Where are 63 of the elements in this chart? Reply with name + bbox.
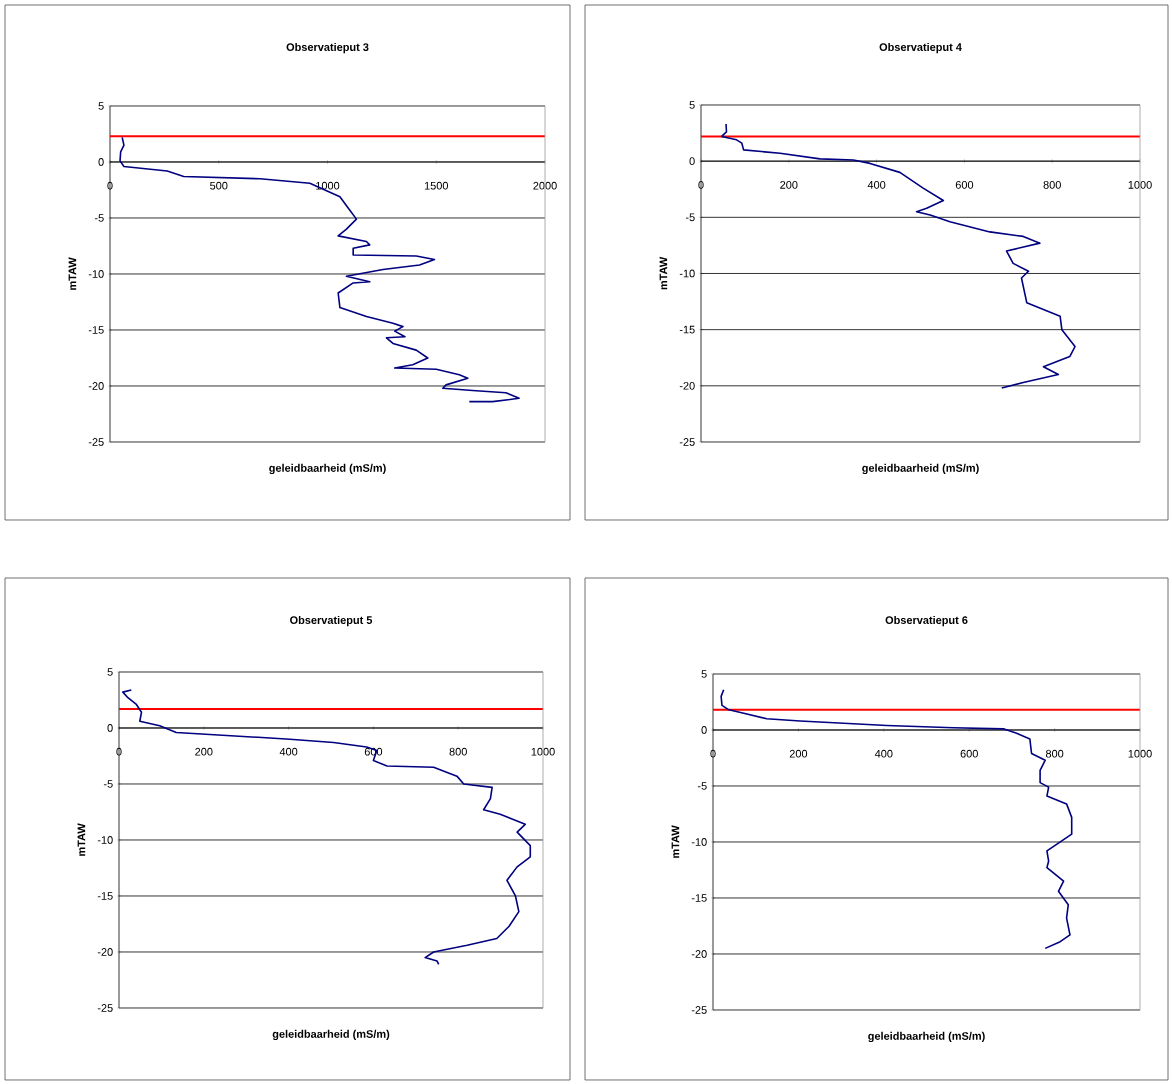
y-tick-label: 0 bbox=[98, 158, 104, 166]
y-tick-label: -10 bbox=[97, 836, 113, 844]
y-tick-label: -25 bbox=[691, 1006, 707, 1014]
x-tick-label: 1000 bbox=[1128, 181, 1152, 189]
y-tick-label: 5 bbox=[689, 101, 695, 109]
x-tick-label: 0 bbox=[116, 747, 122, 756]
y-tick-label: -20 bbox=[679, 381, 695, 390]
x-tick-label: 600 bbox=[955, 181, 974, 189]
x-tick-label: 800 bbox=[449, 747, 467, 756]
x-axis-title: geleidbaarheid (mS/m) bbox=[272, 1029, 390, 1041]
chart-title: Observatieput 4 bbox=[879, 42, 962, 54]
y-tick-label: -5 bbox=[94, 214, 104, 222]
x-tick-label: 800 bbox=[1043, 181, 1061, 189]
x-tick-label: 600 bbox=[960, 749, 978, 758]
y-tick-label: -5 bbox=[103, 780, 113, 788]
y-axis-title: mTAW bbox=[77, 823, 86, 856]
y-tick-label: 0 bbox=[107, 724, 113, 732]
y-tick-label: -20 bbox=[691, 950, 707, 958]
y-tick-label: -10 bbox=[691, 838, 707, 846]
y-tick-label: -5 bbox=[685, 213, 695, 222]
x-tick-label: 2000 bbox=[533, 181, 557, 190]
x-tick-label: 400 bbox=[867, 181, 886, 189]
x-tick-label: 0 bbox=[710, 749, 716, 758]
x-tick-label: 1000 bbox=[316, 181, 340, 190]
y-axis-title: mTAW bbox=[659, 256, 668, 290]
x-axis-title: geleidbaarheid (mS/m) bbox=[868, 1031, 985, 1043]
y-tick-label: -25 bbox=[97, 1004, 113, 1012]
y-tick-label: -10 bbox=[88, 270, 104, 278]
chart-title: Observatieput 3 bbox=[286, 42, 369, 54]
y-axis-title: mTAW bbox=[68, 257, 77, 290]
line-series bbox=[119, 136, 520, 403]
x-tick-label: 1000 bbox=[531, 747, 555, 756]
x-axis-title: geleidbaarheid (mS/m) bbox=[862, 463, 979, 475]
y-tick-label: 5 bbox=[107, 668, 113, 676]
y-tick-label: -5 bbox=[697, 782, 707, 790]
chart-title: Observatieput 5 bbox=[290, 615, 373, 627]
y-tick-label: 5 bbox=[701, 670, 707, 678]
y-tick-label: 0 bbox=[689, 157, 695, 166]
x-tick-label: 200 bbox=[195, 747, 213, 756]
y-tick-label: -15 bbox=[97, 892, 113, 900]
x-tick-label: 1500 bbox=[424, 181, 449, 190]
x-tick-label: 200 bbox=[780, 181, 798, 189]
x-axis-title: geleidbaarheid (mS/m) bbox=[269, 463, 386, 475]
y-tick-label: -15 bbox=[88, 326, 104, 334]
x-tick-label: 200 bbox=[789, 749, 808, 758]
y-tick-label: 0 bbox=[701, 726, 707, 734]
y-axis-title: mTAW bbox=[671, 825, 680, 858]
line-series bbox=[720, 123, 1076, 389]
x-tick-label: 1000 bbox=[1128, 749, 1152, 758]
y-tick-label: -15 bbox=[679, 325, 695, 334]
x-tick-label: 400 bbox=[279, 747, 298, 756]
y-tick-label: -25 bbox=[88, 438, 104, 446]
y-tick-label: -20 bbox=[88, 382, 104, 390]
y-tick-label: 5 bbox=[98, 102, 104, 110]
y-tick-label: -20 bbox=[97, 948, 113, 956]
y-tick-label: -25 bbox=[679, 438, 695, 446]
line-series bbox=[720, 688, 1073, 950]
chart-title: Observatieput 6 bbox=[885, 615, 968, 627]
x-tick-label: 800 bbox=[1045, 749, 1064, 758]
y-tick-label: -15 bbox=[691, 894, 707, 902]
x-tick-label: 400 bbox=[874, 749, 893, 758]
x-tick-label: 500 bbox=[210, 181, 228, 190]
y-tick-label: -10 bbox=[679, 269, 695, 278]
